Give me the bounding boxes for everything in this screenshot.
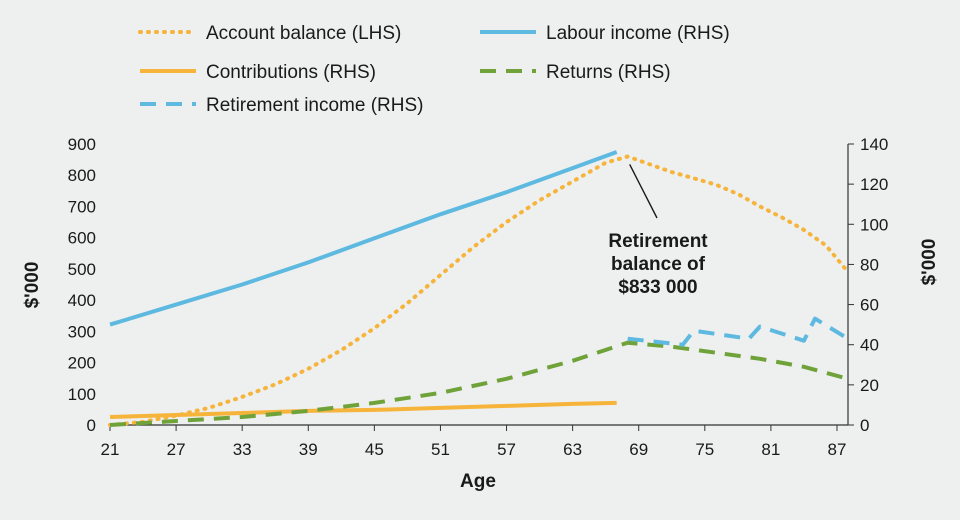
series-line-labour-income: [109, 150, 618, 327]
x-tick-label: 45: [365, 440, 384, 459]
y-tick-label-right: 0: [860, 416, 869, 435]
series-layer: [108, 150, 850, 427]
y-tick-label-right: 60: [860, 296, 879, 315]
x-tick-label: 81: [761, 440, 780, 459]
annotation-leader-line: [629, 164, 658, 219]
y-tick-label-right: 120: [860, 175, 888, 194]
y-tick-label-left: 200: [68, 354, 96, 373]
x-tick-label: 39: [299, 440, 318, 459]
y-tick-label-left: 900: [68, 135, 96, 154]
legend-label: Contributions (RHS): [206, 62, 376, 83]
annotation-text: $833 000: [618, 277, 697, 298]
y-tick-label-left: 0: [87, 416, 96, 435]
legend: Account balance (LHS) Labour income (RHS)…: [138, 23, 730, 116]
annotation-text: Retirement: [608, 231, 708, 252]
x-tick-label: 87: [828, 440, 847, 459]
y-axis-title-right: $'000: [919, 239, 940, 286]
x-tick-label: 21: [101, 440, 120, 459]
legend-label: Returns (RHS): [546, 62, 671, 83]
y-tick-label-left: 700: [68, 197, 96, 216]
y-axis-title-left: $'000: [22, 262, 43, 309]
annotation-text: balance of: [611, 254, 706, 275]
x-tick-label: 57: [497, 440, 516, 459]
x-tick-label: 27: [167, 440, 186, 459]
series-line-account-balance: [108, 154, 850, 427]
y-tick-label-left: 600: [68, 229, 96, 248]
legend-label: Account balance (LHS): [206, 23, 401, 44]
y-tick-label-left: 400: [68, 291, 96, 310]
series-line-contributions: [109, 400, 617, 419]
y-tick-label-right: 100: [860, 215, 888, 234]
y-tick-label-right: 80: [860, 255, 879, 274]
series-line-returns: [109, 340, 849, 427]
y-tick-label-left: 500: [68, 260, 96, 279]
x-tick-label: 51: [431, 440, 450, 459]
axes: 21 27 33 39 45 51 57 63 69 75 81 870100200300400500…: [68, 135, 889, 459]
y-tick-label-right: 140: [860, 135, 888, 154]
y-tick-label-left: 300: [68, 322, 96, 341]
x-tick-label: 33: [233, 440, 252, 459]
x-tick-label: 75: [695, 440, 714, 459]
x-tick-label: 63: [563, 440, 582, 459]
series-line-retirement-income: [627, 316, 850, 347]
x-tick-label: 69: [629, 440, 648, 459]
y-tick-label-right: 40: [860, 336, 879, 355]
y-tick-label-left: 800: [68, 166, 96, 185]
legend-label: Labour income (RHS): [546, 23, 730, 44]
y-tick-label-left: 100: [68, 385, 96, 404]
y-tick-label-right: 20: [860, 376, 879, 395]
legend-label: Retirement income (RHS): [206, 95, 424, 116]
x-axis-title: Age: [460, 471, 496, 492]
